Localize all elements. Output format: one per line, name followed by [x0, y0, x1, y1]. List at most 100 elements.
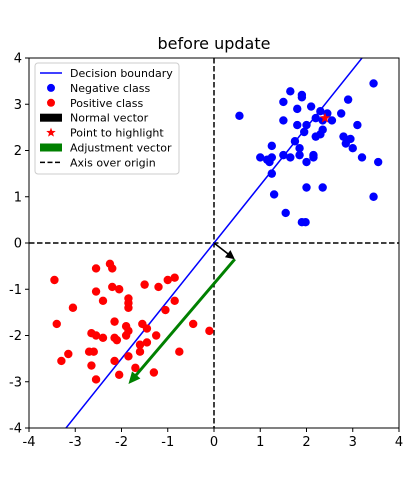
negative-class-point	[369, 79, 378, 88]
legend-label: Normal vector	[70, 112, 149, 125]
positive-class-point	[142, 338, 152, 347]
legend-dot-swatch	[47, 83, 55, 92]
positive-class-point	[175, 347, 184, 356]
y-tick-label: 2	[14, 144, 22, 159]
negative-class-point	[293, 120, 302, 130]
negative-class-point	[286, 153, 295, 162]
negative-class-point	[357, 153, 367, 162]
legend-label: Point to highlight	[70, 127, 164, 140]
legend-item-normal-vector: Normal vector	[40, 112, 149, 125]
legend-box	[34, 62, 180, 175]
y-tick-label: 1	[14, 190, 22, 205]
positive-class-point	[114, 285, 124, 294]
positive-class-point	[188, 319, 198, 329]
positive-class-point	[135, 347, 145, 356]
x-tick-label: 0	[210, 435, 218, 450]
x-tick-label: 2	[302, 435, 310, 450]
y-tick-label: -3	[9, 375, 22, 390]
legend-label: Adjustment vector	[70, 142, 172, 155]
negative-class-point	[302, 120, 311, 130]
negative-class-point	[279, 116, 288, 125]
y-tick-label: -4	[9, 422, 22, 437]
positive-class-point	[149, 368, 159, 377]
negative-class-point	[256, 153, 265, 162]
legend-patch-swatch	[40, 113, 62, 122]
positive-class-point	[124, 352, 133, 361]
legend-item-positive-class: Positive class	[47, 97, 143, 110]
negative-class-point	[306, 102, 316, 111]
negative-class-point	[302, 183, 311, 192]
legend-item-decision-boundary: Decision boundary	[40, 67, 173, 80]
positive-class-point	[205, 326, 214, 336]
positive-class-point	[163, 275, 172, 285]
x-tick-label: -4	[23, 435, 36, 450]
negative-class-point	[302, 157, 311, 167]
legend: Decision boundary Negative class Positive …	[34, 62, 180, 175]
negative-class-point	[235, 111, 244, 121]
negative-class-point	[327, 116, 337, 125]
positive-class-point	[110, 333, 119, 343]
negative-class-point	[339, 132, 348, 141]
negative-class-point	[373, 157, 383, 167]
negative-class-point	[343, 95, 353, 104]
y-tick-label: -2	[9, 329, 22, 344]
x-tick-label: -2	[115, 435, 128, 450]
negative-class-point	[369, 192, 378, 201]
positive-class-point	[68, 303, 78, 312]
positive-class-point	[135, 340, 145, 349]
positive-class-point	[98, 296, 108, 306]
positive-class-point	[161, 305, 170, 315]
positive-class-point	[64, 349, 73, 359]
positive-class-point	[108, 282, 117, 292]
legend-dot-swatch	[47, 98, 55, 107]
negative-class-point	[267, 169, 277, 178]
legend-label: Axis over origin	[70, 156, 156, 169]
x-tick-label: 1	[256, 435, 264, 450]
positive-class-point	[91, 331, 101, 340]
negative-class-point	[279, 150, 288, 160]
negative-class-point	[348, 143, 357, 153]
negative-class-point	[309, 150, 318, 160]
legend-patch-swatch	[40, 143, 62, 152]
negative-class-point	[301, 217, 310, 227]
negative-class-point	[353, 120, 362, 130]
positive-class-point	[91, 264, 101, 273]
legend-star-swatch	[46, 127, 56, 137]
positive-class-point	[170, 273, 179, 282]
positive-class-point	[91, 287, 101, 296]
positive-class-series	[50, 259, 214, 384]
y-tick-label: 4	[14, 52, 22, 67]
positive-class-point	[154, 282, 163, 292]
positive-class-point	[110, 317, 119, 326]
positive-class-point	[87, 361, 96, 370]
normal-vector-arrow	[213, 242, 235, 260]
negative-class-point	[336, 109, 346, 118]
negative-class-point	[299, 127, 309, 137]
legend-label: Negative class	[70, 82, 150, 95]
y-tick-label: -1	[9, 283, 22, 298]
negative-class-point	[269, 190, 279, 199]
negative-class-point	[311, 113, 320, 123]
negative-class-point	[265, 157, 274, 167]
positive-class-point	[124, 303, 133, 312]
legend-item-axis-over-origin: Axis over origin	[40, 156, 156, 169]
positive-class-point	[108, 264, 117, 273]
x-tick-label: -3	[69, 435, 82, 450]
legend-item-point-to-highlight: Point to highlight	[46, 127, 164, 140]
plot-area	[29, 58, 399, 428]
negative-class-series	[235, 79, 383, 227]
negative-class-point	[295, 150, 304, 160]
negative-class-point	[318, 183, 327, 192]
x-tick-label: 3	[349, 435, 357, 450]
y-tick-label: 3	[14, 98, 22, 113]
positive-class-point	[110, 356, 119, 366]
x-axis: -4 -3 -2 -1 0 1 2 3 4	[23, 428, 403, 450]
positive-class-point	[142, 324, 152, 333]
x-tick-label: -1	[161, 435, 174, 450]
legend-item-adjustment-vector: Adjustment vector	[40, 142, 172, 155]
positive-class-point	[131, 363, 140, 373]
positive-class-point	[98, 333, 108, 343]
negative-class-point	[295, 143, 304, 153]
negative-class-point	[279, 97, 288, 107]
